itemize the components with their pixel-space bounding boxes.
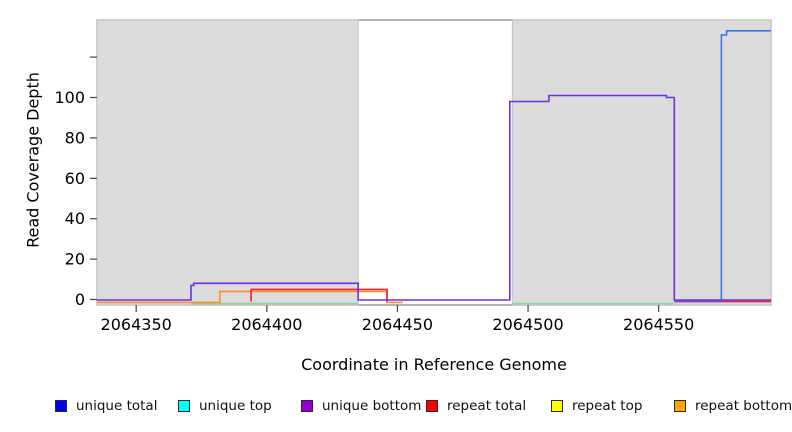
y-axis-title: Read Coverage Depth — [23, 72, 43, 248]
y-tick-label: 80 — [65, 128, 85, 147]
legend-swatch-icon — [674, 400, 686, 412]
series-line-unique-bottom — [97, 94, 771, 301]
x-tick-label: 2064350 — [101, 315, 172, 334]
legend-swatch-icon — [178, 400, 190, 412]
legend-item-repeat-top: repeat top — [551, 397, 642, 415]
series-line-repeat-total — [250, 288, 388, 302]
legend-label: repeat total — [447, 398, 527, 414]
legend-swatch-icon — [426, 400, 438, 412]
x-tick-label: 2064550 — [623, 315, 694, 334]
coverage-region — [511, 19, 772, 306]
legend-label: unique total — [76, 398, 158, 414]
legend-item-unique-total: unique total — [55, 397, 157, 415]
y-tick-label: 40 — [65, 209, 85, 228]
legend-item-unique-top: unique top — [178, 397, 272, 415]
legend-label: unique top — [199, 398, 272, 414]
series-line-repeat-bottom — [97, 290, 403, 304]
x-tick-label: 2064400 — [231, 315, 302, 334]
legend-item-repeat-total: repeat total — [426, 397, 526, 415]
y-tick-label: 60 — [65, 169, 85, 188]
x-axis-title: Coordinate in Reference Genome — [301, 355, 567, 374]
y-tick-label: 0 — [75, 290, 85, 309]
legend-label: repeat bottom — [695, 398, 792, 414]
legend-label: unique bottom — [322, 398, 422, 414]
legend-swatch-icon — [551, 400, 563, 412]
coverage-region — [96, 19, 359, 306]
legend-swatch-icon — [55, 400, 67, 412]
y-tick-label: 100 — [54, 88, 85, 107]
legend-item-repeat-bottom: repeat bottom — [674, 397, 792, 415]
legend: unique total unique top unique bottom repea… — [0, 397, 792, 417]
legend-swatch-icon — [301, 400, 313, 412]
y-tick-label: 20 — [65, 250, 85, 269]
legend-label: repeat top — [572, 398, 643, 414]
legend-item-unique-bottom: unique bottom — [301, 397, 421, 415]
x-tick-label: 2064450 — [362, 315, 433, 334]
x-tick-label: 2064500 — [492, 315, 563, 334]
